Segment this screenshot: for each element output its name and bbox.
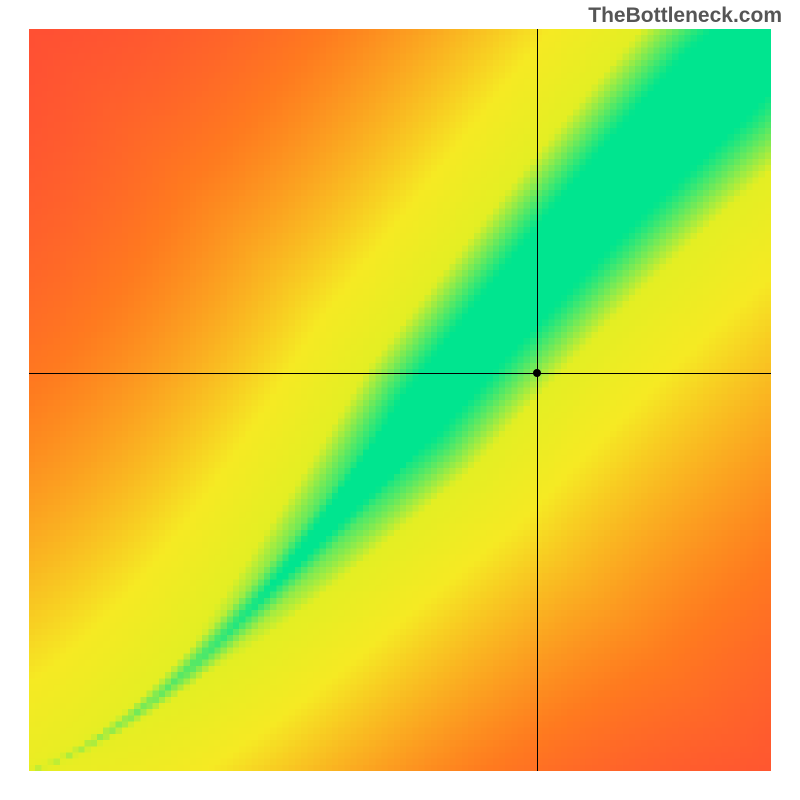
crosshair-marker — [533, 369, 541, 377]
crosshair-vertical — [537, 29, 538, 771]
bottleneck-heatmap — [29, 29, 771, 771]
watermark-text: TheBottleneck.com — [588, 4, 782, 28]
crosshair-horizontal — [29, 373, 771, 374]
heatmap-canvas — [29, 29, 771, 771]
